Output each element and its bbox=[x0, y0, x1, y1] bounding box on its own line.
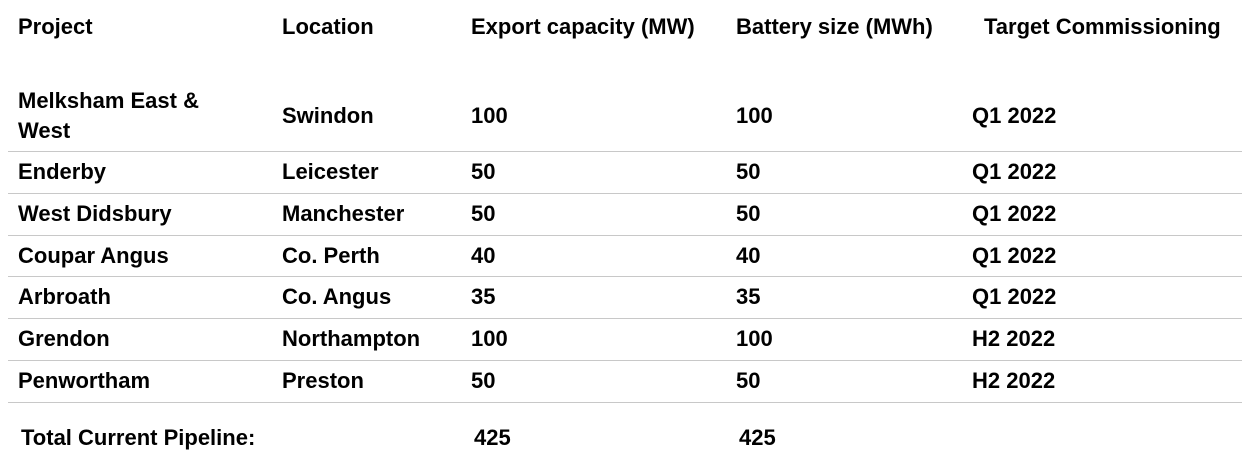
footer-battery-size-total: 425 bbox=[739, 425, 776, 450]
cell-location: Co. Perth bbox=[282, 243, 380, 268]
cell-location: Co. Angus bbox=[282, 284, 392, 309]
row-divider bbox=[8, 318, 1242, 319]
table-row: Melksham East & West Swindon 100 100 Q1 … bbox=[0, 82, 1242, 150]
cell-target-commissioning: Q1 2022 bbox=[972, 201, 1057, 226]
cell-export-capacity: 50 bbox=[471, 159, 496, 184]
table-row: Arbroath Co. Angus 35 35 Q1 2022 bbox=[0, 277, 1242, 317]
row-divider bbox=[8, 235, 1242, 236]
table-row: Coupar Angus Co. Perth 40 40 Q1 2022 bbox=[0, 236, 1242, 276]
cell-target-commissioning: Q1 2022 bbox=[972, 159, 1057, 184]
table-row: West Didsbury Manchester 50 50 Q1 2022 bbox=[0, 194, 1242, 234]
table-row: Enderby Leicester 50 50 Q1 2022 bbox=[0, 152, 1242, 192]
header-target-commissioning: Target Commissioning bbox=[984, 14, 1221, 39]
footer-total-label: Total Current Pipeline: bbox=[21, 425, 256, 450]
cell-location: Preston bbox=[282, 368, 364, 393]
cell-battery-size: 50 bbox=[736, 368, 761, 393]
cell-project: West Didsbury bbox=[18, 201, 172, 226]
table-row: Grendon Northampton 100 100 H2 2022 bbox=[0, 319, 1242, 359]
table-header-row: Project Location Export capacity (MW) Ba… bbox=[0, 0, 1242, 56]
cell-project: Melksham East & West bbox=[18, 88, 199, 143]
cell-target-commissioning: Q1 2022 bbox=[972, 284, 1057, 309]
cell-export-capacity: 100 bbox=[471, 103, 508, 128]
cell-project: Grendon bbox=[18, 326, 110, 351]
cell-export-capacity: 50 bbox=[471, 368, 496, 393]
cell-battery-size: 100 bbox=[736, 326, 773, 351]
header-project: Project bbox=[18, 14, 93, 39]
row-divider bbox=[8, 402, 1242, 403]
footer-export-capacity-total: 425 bbox=[474, 425, 511, 450]
row-divider bbox=[8, 193, 1242, 194]
cell-project: Coupar Angus bbox=[18, 243, 169, 268]
cell-location: Manchester bbox=[282, 201, 405, 226]
table-footer-row: Total Current Pipeline: 425 425 bbox=[0, 418, 1242, 458]
cell-location: Northampton bbox=[282, 326, 421, 351]
cell-export-capacity: 100 bbox=[471, 326, 508, 351]
row-divider bbox=[8, 151, 1242, 152]
cell-battery-size: 40 bbox=[736, 243, 761, 268]
cell-battery-size: 35 bbox=[736, 284, 761, 309]
cell-export-capacity: 40 bbox=[471, 243, 496, 268]
cell-target-commissioning: Q1 2022 bbox=[972, 243, 1057, 268]
header-export-capacity: Export capacity (MW) bbox=[471, 14, 695, 39]
cell-export-capacity: 35 bbox=[471, 284, 496, 309]
row-divider bbox=[8, 360, 1242, 361]
cell-battery-size: 100 bbox=[736, 103, 773, 128]
header-location: Location bbox=[282, 14, 374, 39]
cell-battery-size: 50 bbox=[736, 159, 761, 184]
cell-project: Enderby bbox=[18, 159, 107, 184]
cell-target-commissioning: H2 2022 bbox=[972, 326, 1056, 351]
cell-export-capacity: 50 bbox=[471, 201, 496, 226]
header-battery-size: Battery size (MWh) bbox=[736, 14, 933, 39]
cell-location: Swindon bbox=[282, 103, 374, 128]
cell-project: Arbroath bbox=[18, 284, 111, 309]
cell-location: Leicester bbox=[282, 159, 379, 184]
row-divider bbox=[8, 276, 1242, 277]
table-row: Penwortham Preston 50 50 H2 2022 bbox=[0, 361, 1242, 401]
cell-battery-size: 50 bbox=[736, 201, 761, 226]
cell-target-commissioning: Q1 2022 bbox=[972, 103, 1057, 128]
cell-project: Penwortham bbox=[18, 368, 151, 393]
cell-target-commissioning: H2 2022 bbox=[972, 368, 1056, 393]
